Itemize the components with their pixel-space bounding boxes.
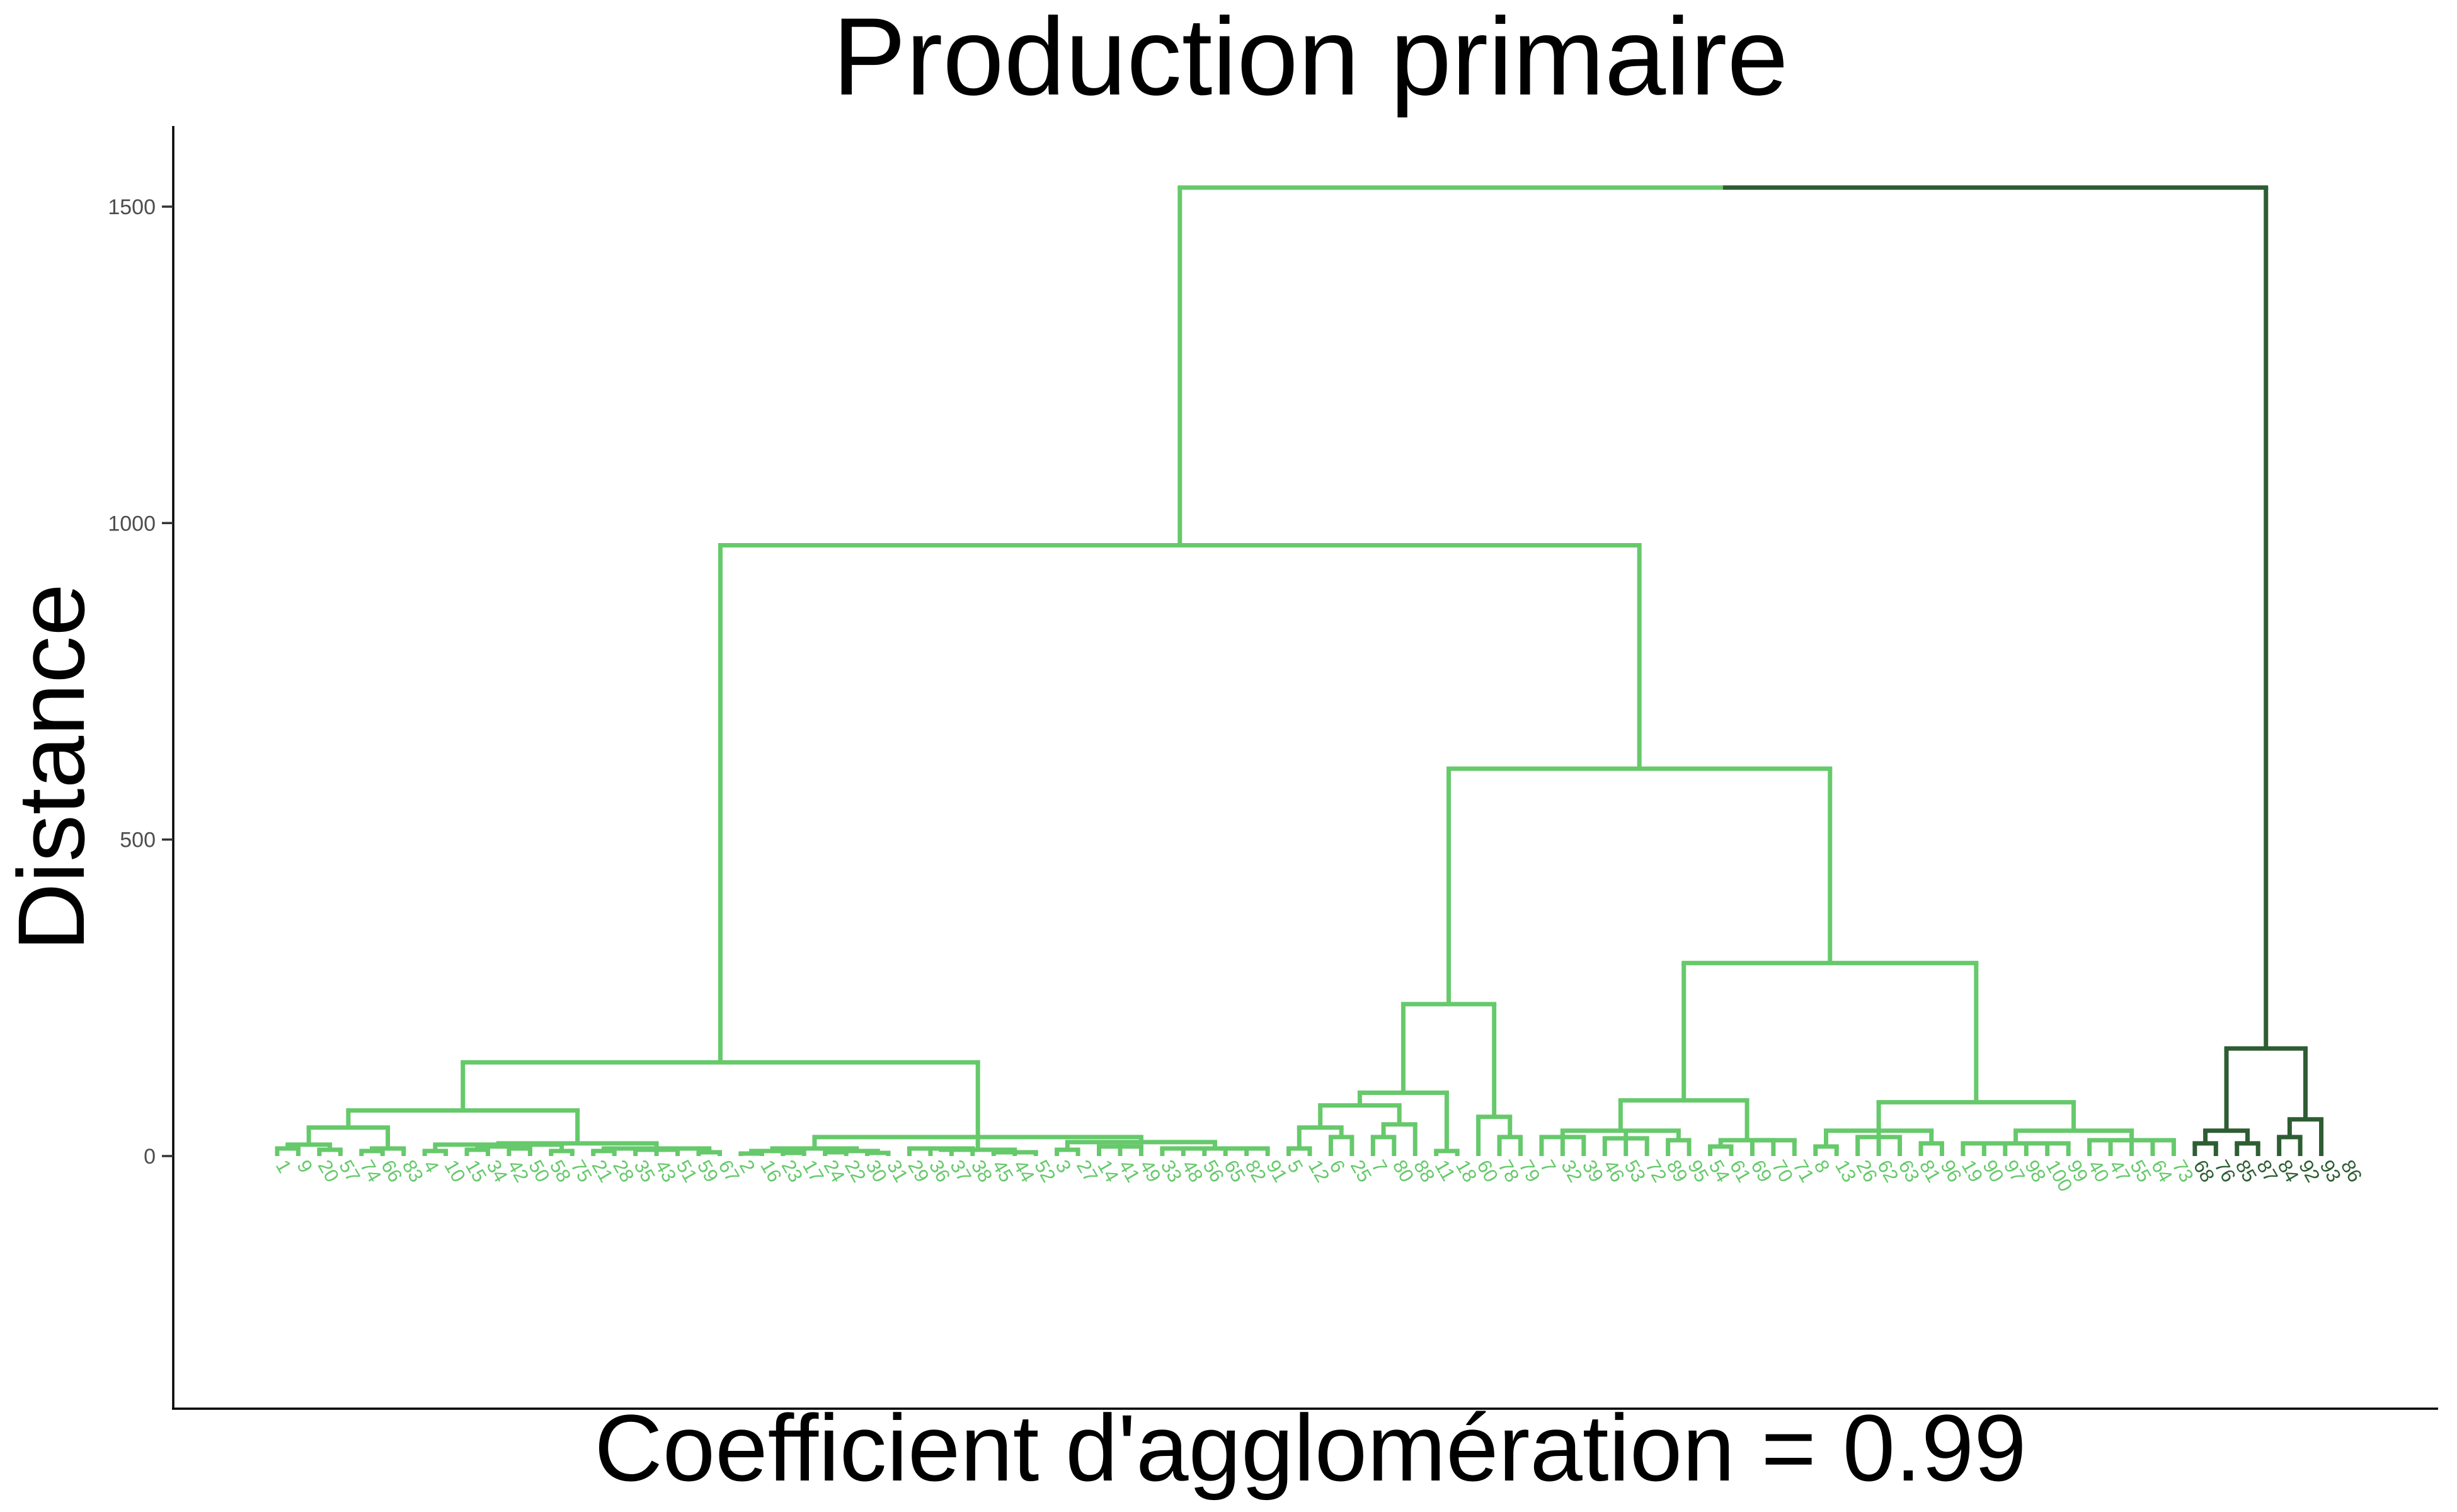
leaf-label: 3 <box>1051 1156 1075 1176</box>
leaf-label: 5 <box>1283 1156 1307 1176</box>
y-tick-label: 500 <box>120 828 156 852</box>
chart-title: Production primaire <box>832 0 1788 118</box>
dendrogram-links <box>275 185 2324 1156</box>
leaf-label: 2 <box>735 1156 760 1176</box>
leaf-label: 1 <box>272 1156 296 1176</box>
leaf-label: 4 <box>419 1156 444 1176</box>
leaf-label: 7 <box>1536 1156 1561 1176</box>
y-tick-label: 1500 <box>108 195 156 219</box>
y-axis-title: Distance <box>0 583 104 951</box>
leaf-label: 9 <box>292 1156 317 1176</box>
x-axis-title: Coefficient d'agglomération = 0.99 <box>594 1395 2026 1501</box>
y-tick-label: 0 <box>144 1145 156 1169</box>
leaf-label: 6 <box>1325 1156 1349 1176</box>
leaf-label: 8 <box>1810 1156 1835 1176</box>
leaf-labels: 1920577466834101534425058752128354351596… <box>272 1156 2367 1195</box>
leaf-label: 86 <box>2337 1156 2367 1186</box>
y-tick-label: 1000 <box>108 512 156 536</box>
leaf-label: 7 <box>1367 1156 1392 1176</box>
y-axis-ticks: 0 500 1000 1500 <box>108 195 173 1169</box>
